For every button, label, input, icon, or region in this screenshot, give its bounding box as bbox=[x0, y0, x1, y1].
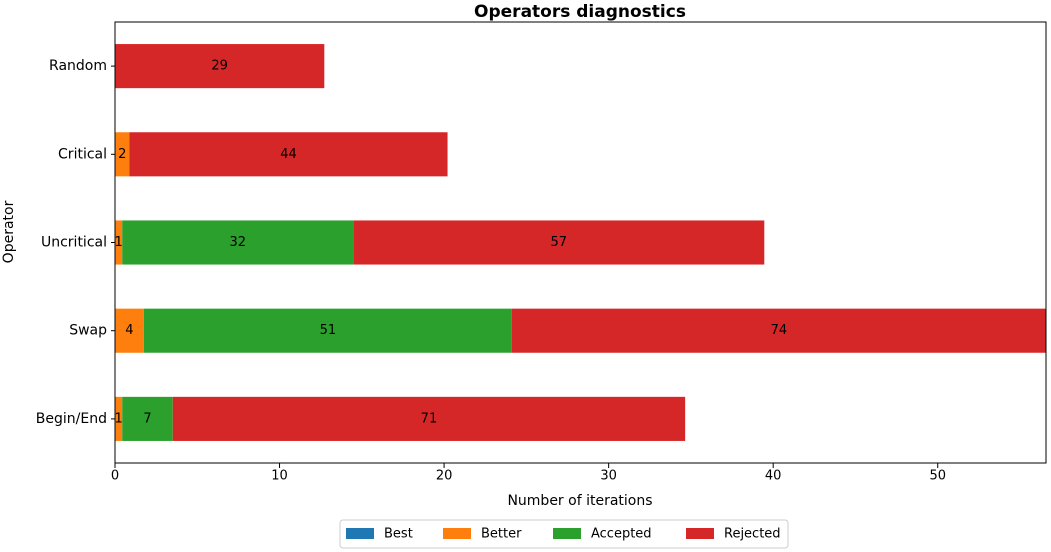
y-tick-label: Swap bbox=[69, 323, 107, 339]
x-axis-label: Number of iterations bbox=[507, 493, 652, 509]
x-tick-label: 30 bbox=[600, 469, 617, 484]
data-label: 44 bbox=[280, 147, 297, 162]
data-label: 71 bbox=[421, 411, 438, 426]
legend-label: Best bbox=[384, 527, 413, 542]
chart-title: Operators diagnostics bbox=[474, 2, 686, 22]
legend-label: Accepted bbox=[591, 527, 652, 542]
y-tick-label: Uncritical bbox=[41, 235, 107, 251]
bar-segment bbox=[115, 44, 325, 89]
bar-segment bbox=[115, 396, 123, 441]
bar-segment bbox=[115, 132, 130, 177]
data-label: 74 bbox=[771, 323, 788, 338]
bar-segment bbox=[353, 220, 765, 265]
data-label: 2 bbox=[118, 147, 126, 162]
bar-segment bbox=[122, 396, 173, 441]
x-tick-label: 40 bbox=[765, 469, 782, 484]
x-tick-label: 50 bbox=[929, 469, 946, 484]
bar-segment bbox=[143, 308, 512, 353]
data-label: 1 bbox=[114, 411, 122, 426]
x-tick-label: 0 bbox=[111, 469, 119, 484]
data-label: 32 bbox=[229, 235, 246, 250]
bar-segment bbox=[129, 132, 448, 177]
legend-swatch bbox=[553, 528, 581, 539]
x-tick-label: 20 bbox=[436, 469, 453, 484]
y-axis-label: Operator bbox=[1, 200, 17, 263]
y-tick-label: Begin/End bbox=[36, 411, 107, 427]
y-tick-label: Random bbox=[49, 58, 107, 74]
data-label: 7 bbox=[143, 411, 151, 426]
data-label: 1 bbox=[114, 235, 122, 250]
legend-label: Rejected bbox=[724, 527, 781, 542]
bar-segment bbox=[115, 220, 123, 265]
data-label: 4 bbox=[125, 323, 133, 338]
legend-swatch bbox=[346, 528, 374, 539]
x-tick-label: 10 bbox=[271, 469, 288, 484]
legend-swatch bbox=[686, 528, 714, 539]
data-label: 51 bbox=[320, 323, 337, 338]
bar-segment bbox=[172, 396, 686, 441]
legend-swatch bbox=[443, 528, 471, 539]
legend-label: Better bbox=[481, 527, 522, 542]
bar-segment bbox=[511, 308, 1046, 353]
data-label: 57 bbox=[551, 235, 568, 250]
bar-segment bbox=[115, 308, 144, 353]
bar-segment bbox=[122, 220, 354, 265]
plot-frame bbox=[114, 21, 1047, 464]
y-tick-label: Critical bbox=[58, 146, 107, 162]
data-label: 29 bbox=[211, 59, 228, 74]
